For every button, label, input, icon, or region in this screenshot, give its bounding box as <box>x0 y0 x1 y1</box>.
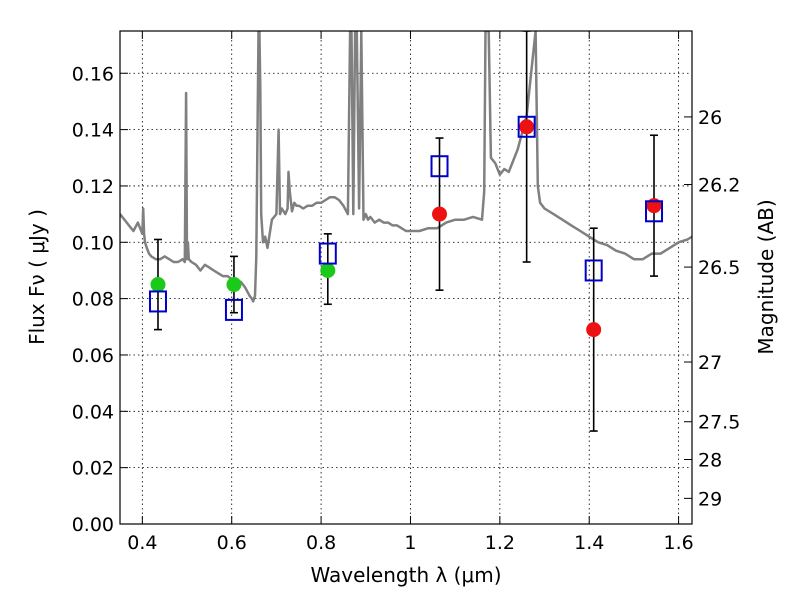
x-tick-label: 0.4 <box>127 532 157 554</box>
marker-layer <box>148 115 664 338</box>
plot-frame <box>119 30 693 525</box>
right-tick-label: 26 <box>698 107 722 129</box>
right-tick-label: 27 <box>698 352 722 374</box>
y-tick-label: 0.14 <box>72 120 114 142</box>
right-tick-label: 26.2 <box>698 175 740 197</box>
grid <box>120 31 692 525</box>
red-point <box>519 119 535 135</box>
spectrum-line <box>120 31 692 303</box>
ticks-layer <box>120 31 692 525</box>
y-axis-label: Flux Fν ( μJy ) <box>25 209 49 345</box>
red-point <box>586 322 602 338</box>
x-tick-label: 0.8 <box>306 532 336 554</box>
right-tick-label: 28 <box>698 449 722 471</box>
y-tick-label: 0.02 <box>72 458 114 480</box>
x-tick-label: 1.2 <box>485 532 515 554</box>
right-axis-label: Magnitude (AB) <box>754 199 778 354</box>
model-box <box>148 290 167 313</box>
model-box <box>584 259 603 282</box>
x-axis-label: Wavelength λ (μm) <box>310 563 501 587</box>
labels-layer: 0.4 0.6 0.8 1 1.2 1.4 1.6 0.00 0.02 0.04 0.06 0.08 0… <box>72 63 741 554</box>
x-tick-label: 0.6 <box>217 532 247 554</box>
y-tick-label: 0.00 <box>72 514 114 536</box>
right-tick-label: 29 <box>698 488 722 510</box>
y-tick-label: 0.12 <box>72 176 114 198</box>
model-box <box>517 115 536 138</box>
spectrum-layer <box>120 31 692 303</box>
model-box <box>224 298 243 321</box>
model-box <box>430 155 449 178</box>
y-tick-label: 0.08 <box>72 289 114 311</box>
x-tick-label: 1.4 <box>574 532 604 554</box>
model-box <box>318 242 337 265</box>
x-tick-label: 1.6 <box>663 532 693 554</box>
x-tick-label: 1 <box>404 532 416 554</box>
red-point <box>432 206 448 222</box>
green-point <box>320 262 336 278</box>
green-point <box>150 277 166 293</box>
y-tick-label: 0.06 <box>72 345 114 367</box>
y-tick-label: 0.16 <box>72 63 114 85</box>
model-box <box>645 200 664 223</box>
right-tick-label: 27.5 <box>698 412 740 434</box>
y-tick-label: 0.10 <box>72 232 114 254</box>
green-point <box>226 277 242 293</box>
right-tick-label: 26.5 <box>698 257 740 279</box>
y-tick-label: 0.04 <box>72 401 114 423</box>
